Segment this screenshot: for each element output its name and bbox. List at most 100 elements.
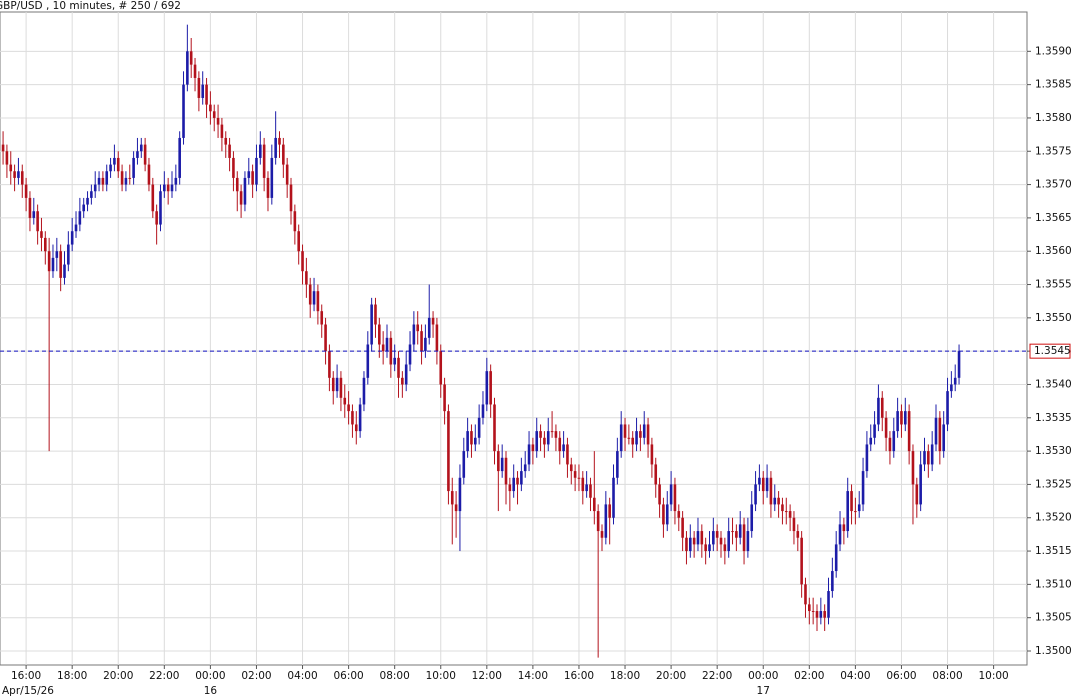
- candle-body: [266, 177, 270, 198]
- candle-body: [888, 437, 892, 452]
- date-label: Apr/15/26: [2, 685, 54, 697]
- date-label: 17: [757, 685, 770, 697]
- y-tick-label: 1.3575: [1035, 145, 1071, 157]
- candle-body: [28, 197, 32, 218]
- candle-body: [512, 477, 515, 492]
- candle-body: [235, 177, 239, 192]
- candle-body: [623, 424, 627, 438]
- candle-body: [466, 431, 469, 452]
- candle-body: [70, 231, 74, 245]
- candle-body: [370, 304, 373, 345]
- candle-body: [205, 84, 208, 105]
- candle-body: [704, 544, 707, 552]
- candle-body: [604, 504, 608, 538]
- candle-body: [639, 431, 642, 438]
- candle-body: [692, 537, 696, 545]
- candle-body: [646, 424, 650, 445]
- candle-body: [116, 157, 120, 172]
- candle-body: [665, 504, 669, 525]
- candle-body: [151, 184, 155, 212]
- candle-body: [139, 144, 143, 152]
- candle-body: [435, 324, 439, 352]
- candle-body: [170, 184, 174, 192]
- candle-body: [13, 171, 16, 178]
- candle-body: [278, 137, 281, 145]
- candle-body: [163, 184, 166, 192]
- candle-body: [120, 171, 124, 185]
- candle-body: [892, 431, 896, 452]
- candle-body: [658, 484, 661, 505]
- candle-body: [424, 337, 427, 352]
- candle-body: [74, 224, 78, 232]
- candle-body: [754, 484, 757, 505]
- candle-body: [251, 171, 254, 185]
- candle-body: [51, 257, 55, 272]
- candle-body: [174, 177, 178, 185]
- candle-body: [869, 437, 873, 445]
- candle-body: [493, 404, 496, 452]
- candle-body: [500, 457, 504, 472]
- candle-body: [193, 64, 197, 78]
- candle-body: [381, 344, 385, 352]
- y-tick-label: 1.3585: [1035, 79, 1071, 91]
- candle-body: [328, 351, 331, 378]
- candle-body: [930, 444, 934, 465]
- candle-body: [546, 431, 550, 445]
- candle-body: [608, 504, 611, 518]
- y-tick-label: 1.3515: [1035, 545, 1071, 557]
- x-tick-label: 14:00: [518, 670, 548, 682]
- x-tick-label: 10:00: [426, 670, 456, 682]
- candle-body: [750, 504, 754, 532]
- candle-body: [953, 377, 957, 385]
- candle-body: [558, 437, 562, 452]
- x-tick-label: 20:00: [656, 670, 686, 682]
- candle-body: [765, 477, 769, 492]
- candle-body: [727, 531, 730, 552]
- candle-body: [489, 371, 492, 405]
- candle-body: [113, 157, 116, 165]
- candle-body: [282, 144, 285, 165]
- candle-body: [642, 424, 646, 438]
- candle-body: [562, 444, 565, 452]
- candle-body: [535, 431, 539, 452]
- y-tick-label: 1.3535: [1035, 412, 1071, 424]
- candle-body: [385, 337, 389, 352]
- candle-body: [443, 384, 446, 412]
- candle-body: [662, 504, 665, 525]
- x-tick-label: 06:00: [886, 670, 916, 682]
- candle-body: [669, 484, 673, 505]
- candle-body: [247, 171, 251, 178]
- candle-body: [239, 191, 243, 205]
- y-tick-label: 1.3530: [1035, 445, 1071, 457]
- candle-body: [374, 304, 377, 325]
- candle-body: [224, 137, 228, 145]
- candle-body: [404, 364, 408, 385]
- candle-body: [827, 591, 830, 618]
- candle-body: [696, 531, 700, 545]
- candle-body: [738, 524, 742, 538]
- candle-body: [811, 611, 815, 613]
- candle-body: [516, 477, 519, 485]
- candle-body: [838, 524, 842, 545]
- y-tick-label: 1.3550: [1035, 312, 1071, 324]
- x-tick-label: 18:00: [57, 670, 87, 682]
- candle-body: [32, 211, 36, 218]
- candle-body: [942, 424, 945, 452]
- y-tick-label: 1.3525: [1035, 478, 1071, 490]
- candle-body: [477, 417, 481, 438]
- candle-body: [90, 191, 93, 198]
- x-tick-label: 00:00: [748, 670, 778, 682]
- candle-body: [274, 137, 277, 158]
- candle-body: [189, 51, 193, 65]
- y-tick-label: 1.3570: [1035, 179, 1071, 191]
- candle-body: [255, 157, 258, 185]
- y-tick-label: 1.3560: [1035, 245, 1071, 257]
- candle-body: [412, 324, 416, 345]
- candle-body: [543, 437, 546, 445]
- candle-body: [93, 184, 97, 192]
- candle-body: [573, 471, 577, 478]
- candle-body: [305, 271, 308, 285]
- candle-body: [531, 444, 535, 452]
- candle-body: [616, 451, 619, 478]
